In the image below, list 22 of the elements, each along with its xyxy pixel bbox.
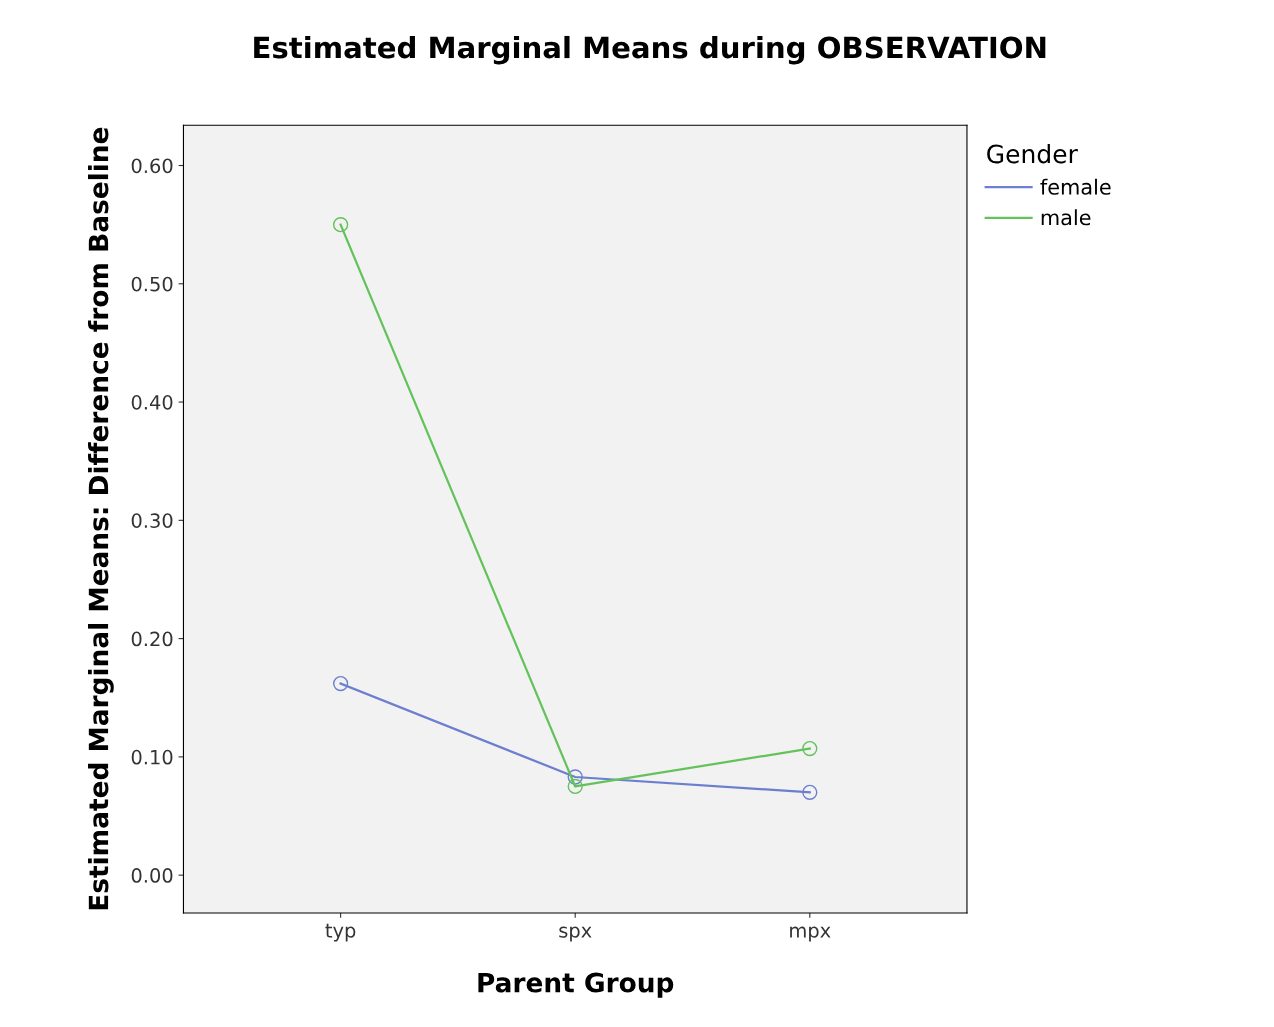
y-tick-label: 0.30 (131, 513, 173, 528)
y-tick-label: 0.40 (131, 395, 173, 410)
point (802, 740, 818, 757)
y-tick-label: 0.10 (131, 749, 173, 765)
y-tick-label: 0.00 (131, 868, 173, 883)
y-axis-title: Estimated Marginal Means: Difference from Baseline (88, 127, 114, 910)
legend-title: Gender (987, 144, 1078, 164)
point (567, 769, 583, 785)
legend-label: female (1040, 178, 1111, 195)
chart-title: Estimated Marginal Means during OBSERVATION (254, 35, 1046, 65)
point (332, 217, 349, 233)
y-tick-label: 0.20 (131, 631, 173, 647)
point (567, 778, 583, 795)
point (332, 675, 349, 692)
legend-label: male (1041, 209, 1091, 226)
y-tick-label: 0.50 (131, 276, 173, 292)
x-tick-label: spx (559, 926, 592, 942)
y-tick-label: 0.60 (131, 158, 173, 174)
x-tick-label: typ (325, 923, 356, 942)
x-tick-label: mpx (790, 926, 831, 942)
x-axis-title: Parent Group (478, 972, 674, 998)
point (802, 784, 818, 801)
